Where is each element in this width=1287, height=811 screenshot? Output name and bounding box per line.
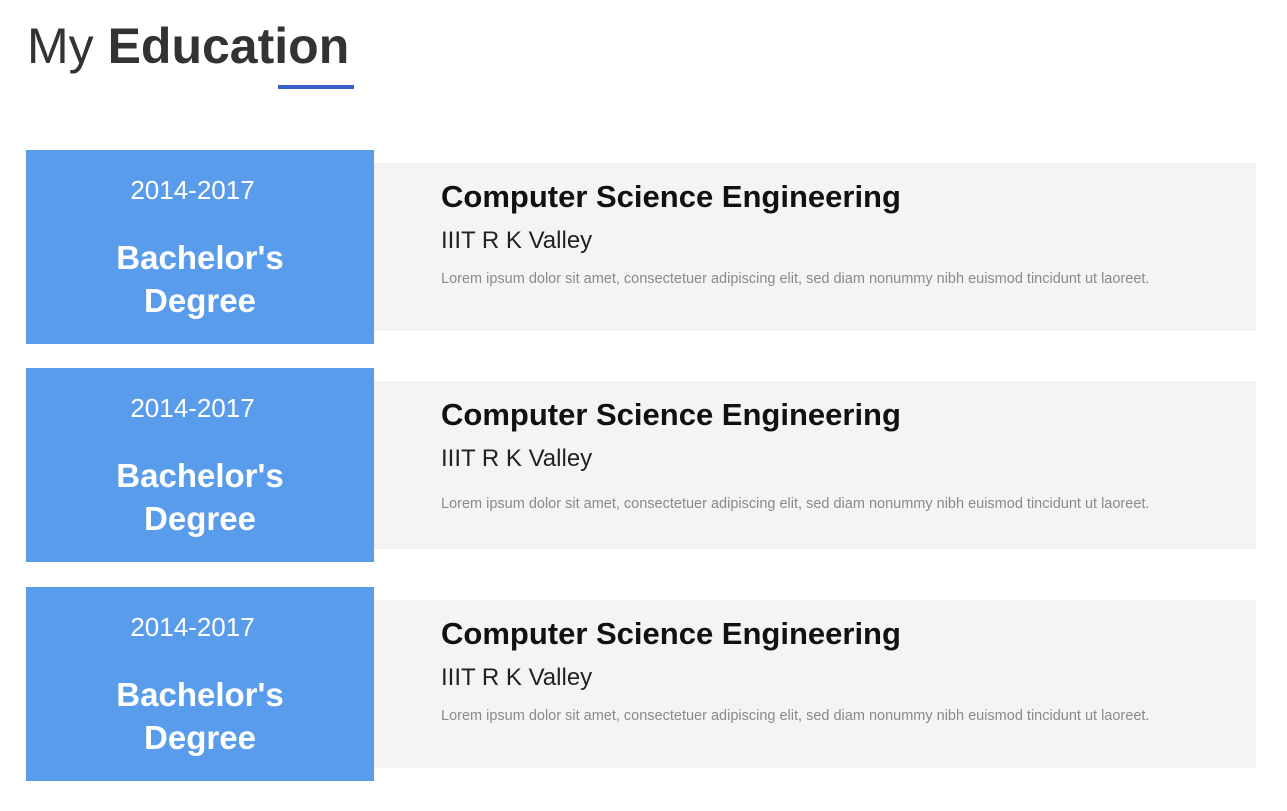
education-item: 2014-2017 Bachelor's Degree Computer Sci… <box>26 150 1256 344</box>
institute-name: IIIT R K Valley <box>441 664 593 691</box>
degree-title-line2: Degree <box>144 719 256 756</box>
heading-underline <box>278 85 354 89</box>
degree-box: 2014-2017 Bachelor's Degree <box>26 150 374 344</box>
heading-light-word: My <box>27 18 94 74</box>
institute-name: IIIT R K Valley <box>441 445 593 472</box>
institute-name: IIIT R K Valley <box>441 227 593 254</box>
degree-box: 2014-2017 Bachelor's Degree <box>26 368 374 562</box>
education-item: 2014-2017 Bachelor's Degree Computer Sci… <box>26 368 1256 562</box>
degree-title-line2: Degree <box>144 282 256 319</box>
degree-title-line1: Bachelor's <box>116 457 284 494</box>
degree-title-line1: Bachelor's <box>116 239 284 276</box>
degree-title-line1: Bachelor's <box>116 676 284 713</box>
education-years: 2014-2017 <box>130 175 255 205</box>
education-item: 2014-2017 Bachelor's Degree Computer Sci… <box>26 587 1256 781</box>
degree-title: Bachelor's Degree <box>26 236 374 322</box>
education-description: Lorem ipsum dolor sit amet, consectetuer… <box>441 496 1150 512</box>
heading-bold-word: Education <box>107 18 350 74</box>
education-details: Computer Science Engineering IIIT R K Va… <box>374 381 1256 549</box>
degree-title-line2: Degree <box>144 500 256 537</box>
course-title: Computer Science Engineering <box>441 179 901 214</box>
section-heading: My Education <box>27 14 349 78</box>
education-years: 2014-2017 <box>130 612 255 642</box>
degree-title: Bachelor's Degree <box>26 673 374 759</box>
course-title: Computer Science Engineering <box>441 397 901 432</box>
course-title: Computer Science Engineering <box>441 616 901 651</box>
education-details: Computer Science Engineering IIIT R K Va… <box>374 600 1256 768</box>
degree-box: 2014-2017 Bachelor's Degree <box>26 587 374 781</box>
degree-title: Bachelor's Degree <box>26 454 374 540</box>
education-description: Lorem ipsum dolor sit amet, consectetuer… <box>441 708 1150 724</box>
education-details: Computer Science Engineering IIIT R K Va… <box>374 163 1256 331</box>
education-years: 2014-2017 <box>130 393 255 423</box>
education-description: Lorem ipsum dolor sit amet, consectetuer… <box>441 271 1150 287</box>
